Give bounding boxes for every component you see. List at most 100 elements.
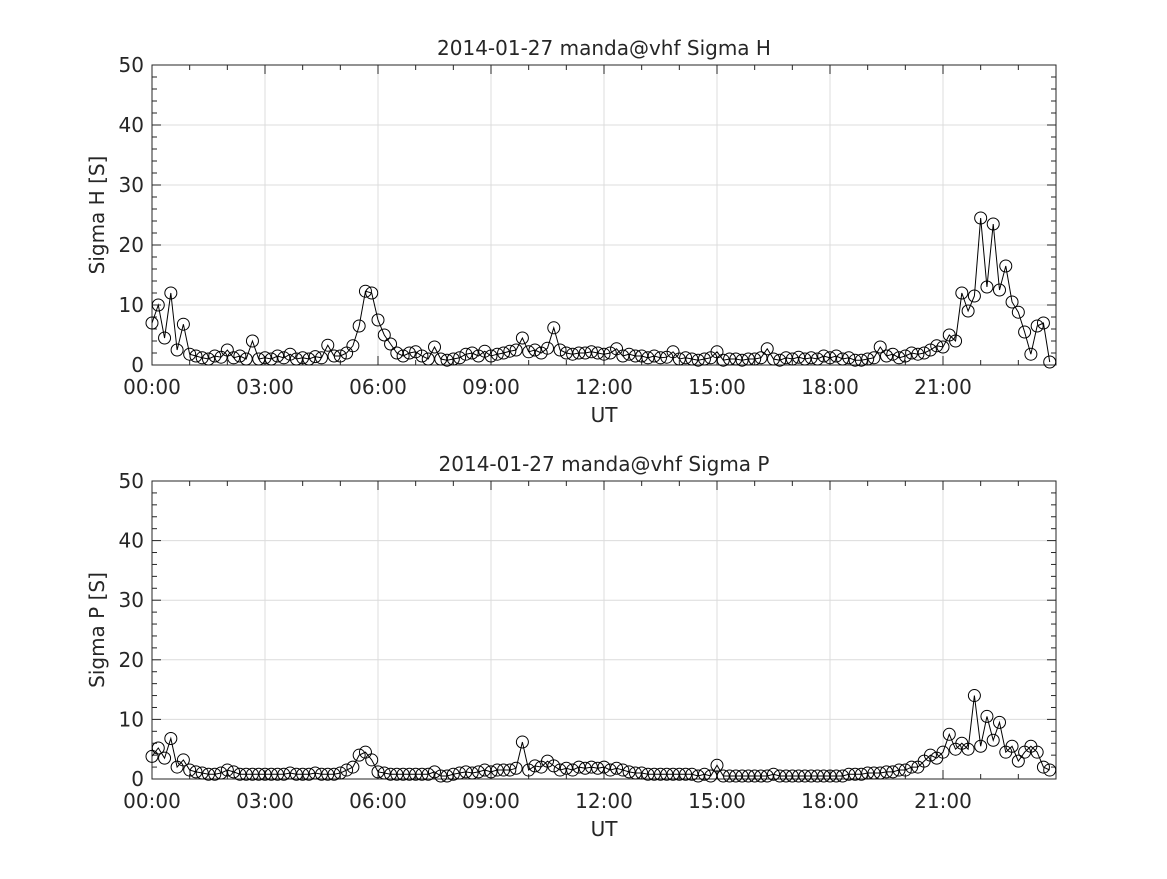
data-point — [603, 763, 617, 777]
data-point — [402, 767, 416, 781]
data-point — [942, 727, 956, 741]
data-point — [917, 346, 931, 360]
data-point — [672, 352, 686, 366]
x-tick-label: 06:00 — [349, 375, 407, 399]
data-point — [566, 347, 580, 361]
data-point — [497, 346, 511, 360]
data-point — [390, 767, 404, 781]
data-point — [220, 343, 234, 357]
data-point — [503, 763, 517, 777]
data-point — [654, 351, 667, 365]
x-tick-label: 15:00 — [688, 375, 746, 399]
data-point — [817, 349, 831, 363]
data-point — [741, 769, 755, 783]
data-point — [779, 769, 793, 783]
series-line — [151, 695, 1050, 777]
data-point — [610, 761, 624, 775]
data-point — [685, 352, 699, 366]
data-point — [616, 349, 630, 363]
data-point — [773, 769, 787, 783]
data-point — [434, 352, 448, 366]
data-point — [584, 760, 598, 774]
y-tick-label: 20 — [119, 648, 144, 672]
data-point — [528, 343, 542, 357]
x-tick-label: 09:00 — [462, 375, 520, 399]
data-point — [490, 347, 504, 361]
data-point — [1030, 319, 1044, 333]
data-point — [584, 345, 598, 359]
data-point — [691, 353, 705, 367]
data-point — [484, 349, 498, 363]
x-axis-label: UT — [591, 817, 619, 841]
data-point — [836, 352, 850, 366]
data-point — [647, 767, 661, 781]
data-point — [861, 766, 875, 780]
data-point — [666, 767, 680, 781]
data-point — [490, 763, 504, 777]
data-point — [1011, 754, 1025, 768]
data-point — [1024, 347, 1038, 361]
data-point — [340, 763, 354, 777]
data-point — [754, 769, 768, 783]
data-point — [999, 259, 1013, 273]
axes-box — [151, 480, 1057, 780]
data-point — [239, 767, 253, 781]
data-point — [415, 349, 429, 363]
data-point — [553, 763, 567, 777]
x-tick-label: 09:00 — [462, 789, 520, 813]
y-tick-label: 0 — [131, 767, 144, 791]
data-point — [810, 352, 824, 366]
data-point — [1036, 316, 1050, 330]
data-point — [735, 353, 749, 367]
data-point — [603, 346, 617, 360]
data-point — [936, 340, 950, 354]
y-tick-label: 30 — [119, 588, 144, 612]
data-point — [679, 351, 693, 365]
data-point — [798, 352, 812, 366]
data-point — [697, 352, 711, 366]
data-point — [961, 742, 975, 756]
data-point — [158, 751, 172, 765]
data-point — [321, 338, 335, 352]
data-point — [471, 765, 485, 779]
data-point — [195, 766, 209, 780]
data-point — [616, 763, 630, 777]
data-point — [302, 352, 316, 366]
data-point — [1011, 305, 1025, 319]
x-tick-label: 18:00 — [801, 375, 859, 399]
data-point — [716, 353, 730, 367]
data-point — [283, 766, 297, 780]
chart-title: 2014-01-27 manda@vhf Sigma H — [437, 36, 771, 60]
data-point — [189, 349, 203, 363]
data-point — [371, 765, 385, 779]
data-point — [434, 769, 448, 783]
data-point — [421, 352, 435, 366]
data-point — [509, 343, 523, 357]
data-point — [767, 767, 780, 781]
data-point — [578, 761, 592, 775]
data-point — [327, 349, 341, 363]
x-tick-label: 03:00 — [236, 789, 294, 813]
data-point — [660, 767, 674, 781]
x-tick-label: 06:00 — [349, 789, 407, 813]
data-point — [227, 351, 241, 365]
axes-box — [151, 64, 1057, 366]
data-point — [967, 689, 981, 703]
data-point — [685, 767, 699, 781]
data-point — [723, 769, 737, 783]
data-point — [497, 763, 511, 777]
data-point — [327, 767, 341, 781]
data-point — [748, 352, 762, 366]
data-point — [823, 769, 837, 783]
data-point — [453, 351, 467, 365]
data-point — [898, 763, 912, 777]
data-point — [760, 342, 774, 356]
data-point — [986, 217, 1000, 231]
data-point — [315, 767, 328, 781]
data-point — [402, 346, 416, 360]
x-tick-label: 21:00 — [914, 789, 972, 813]
data-point — [277, 767, 291, 781]
data-point — [465, 346, 479, 360]
data-point — [245, 767, 259, 781]
data-point — [886, 347, 900, 361]
